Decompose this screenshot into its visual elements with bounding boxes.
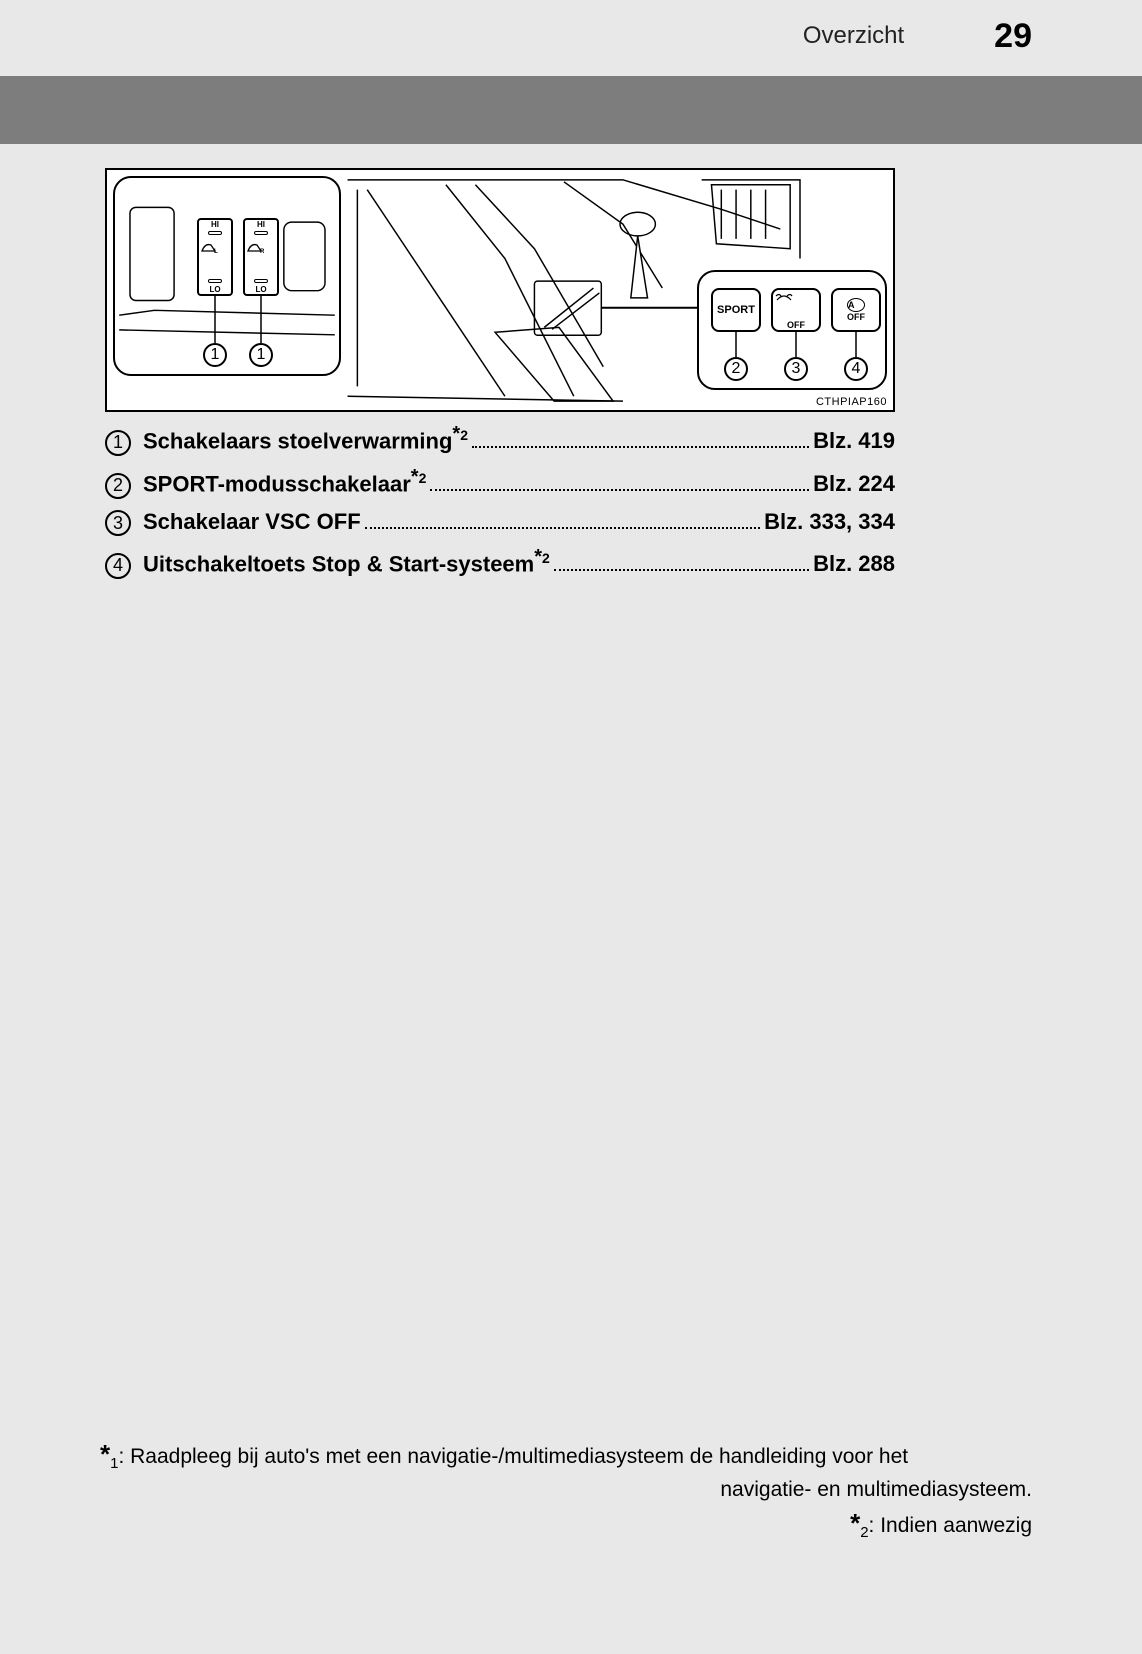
item-page: Blz. 333, 334	[764, 509, 895, 535]
callout-3: 3	[784, 357, 808, 381]
footnote-mark: *	[100, 1439, 110, 1469]
right-inset: SPORT OFF A OFF 2 3 4	[697, 270, 887, 390]
list-item: 2 SPORT-modusschakelaar*2 Blz. 224	[105, 461, 895, 504]
svg-text:R: R	[260, 249, 265, 255]
seat-icon: L	[199, 237, 231, 277]
leader-dots	[365, 527, 760, 529]
leader-dots	[430, 489, 809, 491]
item-number: 1	[105, 430, 131, 456]
page-header: Overzicht 29	[0, 0, 1142, 72]
sport-label: SPORT	[717, 304, 755, 316]
car-skid-icon	[773, 290, 819, 320]
off-label: OFF	[787, 320, 805, 330]
item-label: SPORT-modusschakelaar*2	[143, 466, 426, 497]
footnotes: *1: Raadpleeg bij auto's met een navigat…	[100, 1436, 1032, 1544]
callout-1a: 1	[203, 343, 227, 367]
sport-button: SPORT	[711, 288, 761, 332]
item-number: 4	[105, 553, 131, 579]
item-page: Blz. 224	[813, 471, 895, 497]
footnote-mark: *	[850, 1508, 860, 1538]
a-label: A	[847, 298, 865, 312]
item-page: Blz. 419	[813, 428, 895, 454]
callout-1b: 1	[249, 343, 273, 367]
seat-heater-switch-left: HI L LO	[197, 218, 233, 296]
item-label: Schakelaar VSC OFF	[143, 509, 361, 535]
page-number: 29	[994, 17, 1032, 56]
main-content: HI L LO HI R LO 1 1 S	[105, 168, 895, 584]
footnote-text: : Indien aanwezig	[869, 1514, 1032, 1537]
leader-dots	[472, 446, 809, 448]
footnote-1: *1: Raadpleeg bij auto's met een navigat…	[100, 1436, 1032, 1475]
list-item: 4 Uitschakeltoets Stop & Start-systeem*2…	[105, 541, 895, 584]
callout-diagram: HI L LO HI R LO 1 1 S	[105, 168, 895, 412]
hi-label: HI	[257, 220, 265, 229]
left-inset: HI L LO HI R LO 1 1	[113, 176, 341, 376]
reference-list: 1 Schakelaars stoelverwarming*2 Blz. 419…	[105, 418, 895, 584]
list-item: 1 Schakelaars stoelverwarming*2 Blz. 419	[105, 418, 895, 461]
item-number: 2	[105, 473, 131, 499]
item-page: Blz. 288	[813, 551, 895, 577]
lo-label: LO	[255, 285, 266, 294]
stop-start-off-button: A OFF	[831, 288, 881, 332]
off-label: OFF	[847, 312, 865, 322]
item-label: Uitschakeltoets Stop & Start-systeem*2	[143, 546, 550, 577]
seat-heater-switch-right: HI R LO	[243, 218, 279, 296]
section-title: Overzicht	[803, 22, 904, 50]
list-item: 3 Schakelaar VSC OFF Blz. 333, 334	[105, 504, 895, 542]
diagram-code: CTHPIAP160	[816, 396, 887, 408]
svg-text:L: L	[214, 249, 218, 255]
lo-label: LO	[209, 285, 220, 294]
footnote-text: : Raadpleeg bij auto's met een navigatie…	[118, 1445, 908, 1468]
footnote-1-cont: navigatie- en multimediasysteem.	[100, 1475, 1032, 1505]
item-label: Schakelaars stoelverwarming*2	[143, 423, 468, 454]
item-number: 3	[105, 510, 131, 536]
hi-label: HI	[211, 220, 219, 229]
callout-4: 4	[844, 357, 868, 381]
callout-2: 2	[724, 357, 748, 381]
seat-icon: R	[245, 237, 277, 277]
header-band	[0, 76, 1142, 144]
vsc-off-button: OFF	[771, 288, 821, 332]
footnote-2: *2: Indien aanwezig	[100, 1505, 1032, 1544]
leader-dots	[554, 569, 809, 571]
